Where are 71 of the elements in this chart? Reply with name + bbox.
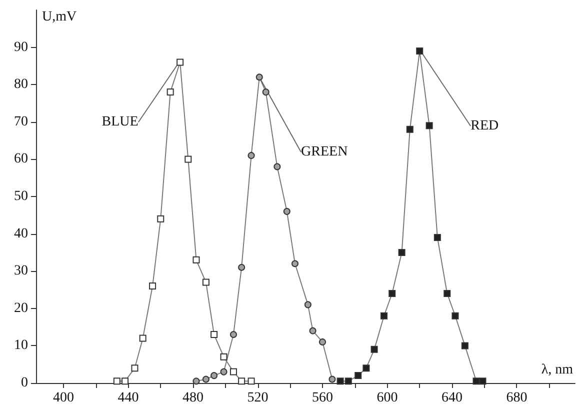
y-axis-title: U,mV [42, 10, 77, 24]
point [157, 215, 164, 222]
y-tick-label: 40 [14, 226, 28, 242]
point [309, 327, 316, 334]
point [230, 331, 237, 338]
y-tick-label: 0 [21, 376, 28, 390]
point [370, 346, 378, 353]
text: RED [470, 118, 499, 134]
x-tick-label: 400 [53, 390, 74, 406]
y-tick-label: 20 [14, 300, 28, 316]
point [202, 376, 210, 383]
point [122, 378, 129, 385]
point [166, 88, 174, 96]
point [434, 234, 441, 242]
point [479, 378, 486, 385]
point [344, 378, 352, 385]
point [220, 368, 228, 376]
point [248, 378, 255, 385]
point [406, 126, 414, 133]
point [262, 88, 270, 96]
y-tick-label: 70 [14, 114, 28, 130]
point [238, 264, 246, 271]
point [202, 278, 210, 286]
point [176, 58, 184, 66]
point [248, 152, 255, 159]
x-tick-label: 520 [247, 390, 268, 406]
y-tick-label: 30 [14, 264, 28, 279]
point [336, 378, 344, 385]
point [220, 353, 228, 360]
point [139, 334, 146, 342]
point [210, 331, 218, 338]
point [113, 378, 120, 385]
point [210, 372, 218, 380]
y-tick-label: 10 [14, 338, 28, 354]
x-tick-label: 640 [441, 390, 462, 406]
point [461, 342, 468, 350]
x-tick-label: 440 [118, 390, 139, 406]
point [319, 338, 326, 346]
point [283, 208, 290, 215]
x-tick-label: 560 [312, 390, 333, 406]
point [380, 312, 388, 320]
x-tick-label: 680 [506, 390, 528, 406]
point [426, 122, 433, 130]
point [444, 290, 451, 297]
point [354, 372, 362, 380]
y-tick-label: 60 [14, 152, 28, 167]
y-tick-label: 50 [14, 189, 28, 204]
point [416, 48, 424, 55]
y-tick-label: 90 [14, 40, 28, 55]
point [398, 248, 406, 256]
point [304, 301, 312, 308]
x-tick-label: 480 [182, 390, 204, 406]
x-tick-label: 600 [376, 390, 398, 406]
point [256, 74, 263, 81]
point [362, 364, 370, 372]
series-label: GREEN [301, 144, 348, 160]
point [291, 260, 298, 268]
point [388, 290, 396, 297]
point [192, 256, 200, 264]
point [274, 163, 281, 170]
point [131, 364, 138, 372]
point [184, 156, 192, 163]
point [328, 376, 336, 383]
text: BLUE [102, 114, 138, 130]
y-tick-label: 80 [14, 77, 28, 92]
point [452, 312, 459, 320]
x-axis-title: λ, nm [541, 362, 574, 378]
point [230, 368, 237, 376]
point [192, 378, 200, 385]
point [238, 378, 246, 385]
point [149, 282, 156, 290]
